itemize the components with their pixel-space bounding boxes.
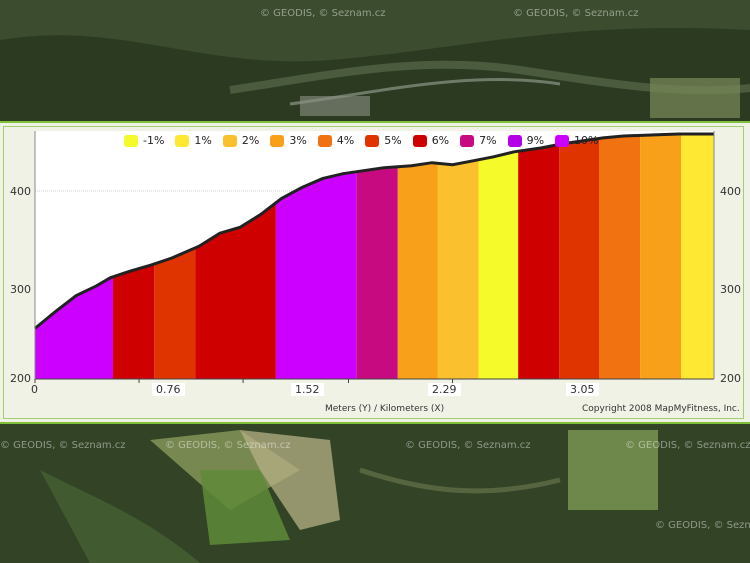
elevation-profile-line: [34, 132, 714, 330]
legend-swatch: [317, 134, 332, 147]
y-tick-label: 200: [10, 372, 31, 385]
legend-swatch: [460, 134, 475, 147]
grade-segment: [397, 162, 438, 379]
legend-swatch: [365, 134, 380, 147]
legend-item: 7%: [460, 134, 497, 147]
y-tick-label: 400: [720, 185, 741, 198]
grade-segment: [195, 202, 276, 379]
map-watermark: © GEODIS, © Seznam.cz: [0, 440, 126, 451]
grade-segment: [478, 151, 519, 379]
x-tick-label: 2.29: [428, 383, 461, 396]
grade-segment: [437, 159, 479, 379]
legend-swatch: [555, 134, 570, 147]
y-tick-label: 400: [10, 185, 31, 198]
map-watermark: © GEODIS, © Seznam.cz: [405, 440, 531, 451]
legend-label: 3%: [289, 134, 307, 147]
x-tick-label: 0.76: [152, 383, 185, 396]
y-tick-label: 300: [720, 283, 741, 296]
y-tick-label: 300: [10, 283, 31, 296]
map-watermark: © GEODIS, © Seznam.cz: [625, 440, 750, 451]
grade-segment: [559, 138, 599, 379]
legend-item: 10%: [555, 134, 599, 147]
legend-item: 3%: [270, 134, 307, 147]
x-axis-label: Meters (Y) / Kilometers (X): [325, 404, 445, 414]
legend-swatch: [270, 134, 285, 147]
grade-segment: [640, 134, 682, 379]
legend-label: 9%: [526, 134, 545, 147]
map-watermark: © GEODIS, © Seznam.cz: [260, 8, 386, 19]
grade-segment: [154, 247, 196, 379]
grade-segment: [113, 264, 155, 379]
map-watermark: © GEODIS, © Seznam.cz: [655, 520, 750, 531]
legend-swatch: [507, 134, 522, 147]
legend-swatch: [222, 134, 237, 147]
copyright-text: Copyright 2008 MapMyFitness, Inc.: [582, 404, 740, 414]
grade-legend: -1% 1% 2% 3% 4% 5% 6% 7% 9% 10%: [124, 134, 610, 147]
x-tick-marks: [34, 379, 454, 383]
legend-item: 4%: [317, 134, 355, 147]
legend-label: -1%: [143, 134, 165, 147]
x-tick-label: 3.05: [566, 383, 599, 396]
map-watermark: © GEODIS, © Seznam.cz: [165, 440, 291, 451]
legend-label: 2%: [241, 134, 260, 147]
legend-item: 2%: [222, 134, 260, 147]
grade-segment: [518, 144, 560, 379]
x-tick-label: 1.52: [291, 383, 324, 396]
legend-label: 10%: [574, 134, 599, 147]
legend-swatch: [124, 134, 138, 147]
grade-segment: [35, 276, 113, 379]
y-tick-label: 200: [720, 372, 741, 385]
legend-label: 6%: [431, 134, 450, 147]
legend-swatch: [412, 134, 427, 147]
elevation-panel-frame: [3, 126, 744, 419]
legend-label: 7%: [479, 134, 497, 147]
grade-segment: [275, 171, 357, 379]
x-tick-label: 0: [31, 383, 38, 396]
grade-segment: [681, 134, 714, 379]
legend-label: 5%: [384, 134, 402, 147]
legend-item: 6%: [412, 134, 450, 147]
legend-item: 1%: [175, 134, 212, 147]
legend-label: 4%: [336, 134, 355, 147]
legend-swatch: [175, 134, 190, 147]
grade-segment: [356, 166, 398, 379]
legend-label: 1%: [194, 134, 212, 147]
grade-segments: [35, 134, 714, 379]
grade-segment: [599, 135, 641, 379]
legend-item: 9%: [507, 134, 545, 147]
legend-item: -1%: [124, 134, 164, 147]
map-watermark: © GEODIS, © Seznam.cz: [513, 8, 639, 19]
legend-item: 5%: [365, 134, 402, 147]
